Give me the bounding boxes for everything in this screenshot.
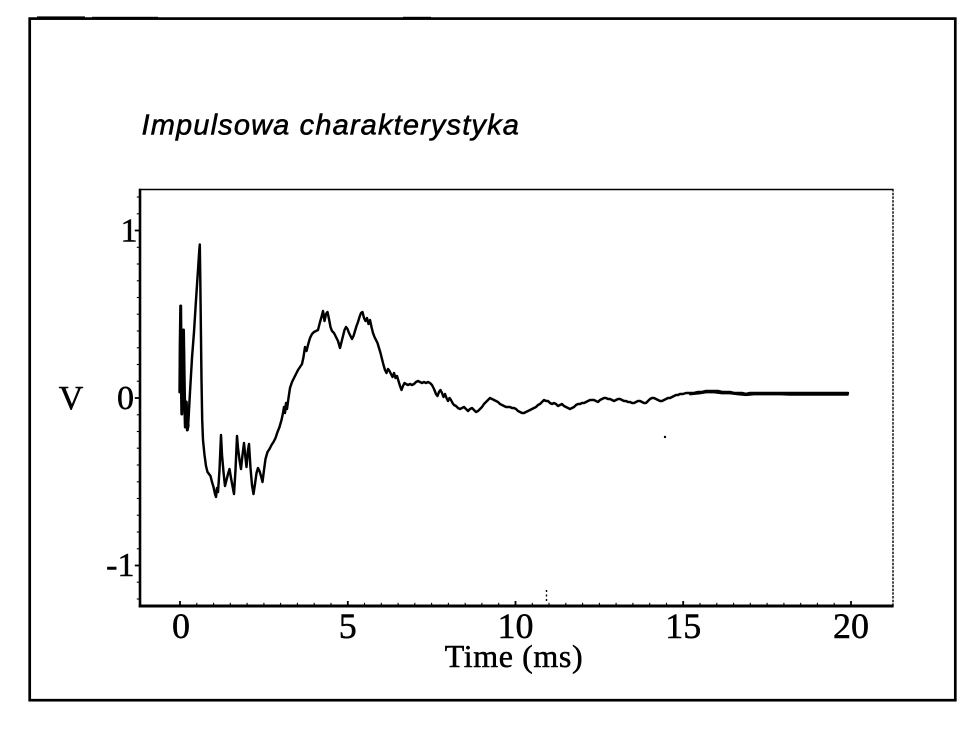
svg-text:20: 20 <box>833 606 869 646</box>
svg-text:5: 5 <box>339 606 357 646</box>
svg-text:15: 15 <box>665 606 701 646</box>
svg-text:0: 0 <box>172 606 190 646</box>
svg-text:V: V <box>59 380 84 417</box>
svg-text:Impulsowa charakterystyka: Impulsowa charakterystyka <box>142 109 521 141</box>
svg-text:0: 0 <box>117 380 134 417</box>
svg-text:1: 1 <box>121 213 138 250</box>
svg-text:10: 10 <box>498 606 534 646</box>
svg-text:Time (ms): Time (ms) <box>445 638 583 674</box>
svg-text:-1: -1 <box>106 547 134 584</box>
